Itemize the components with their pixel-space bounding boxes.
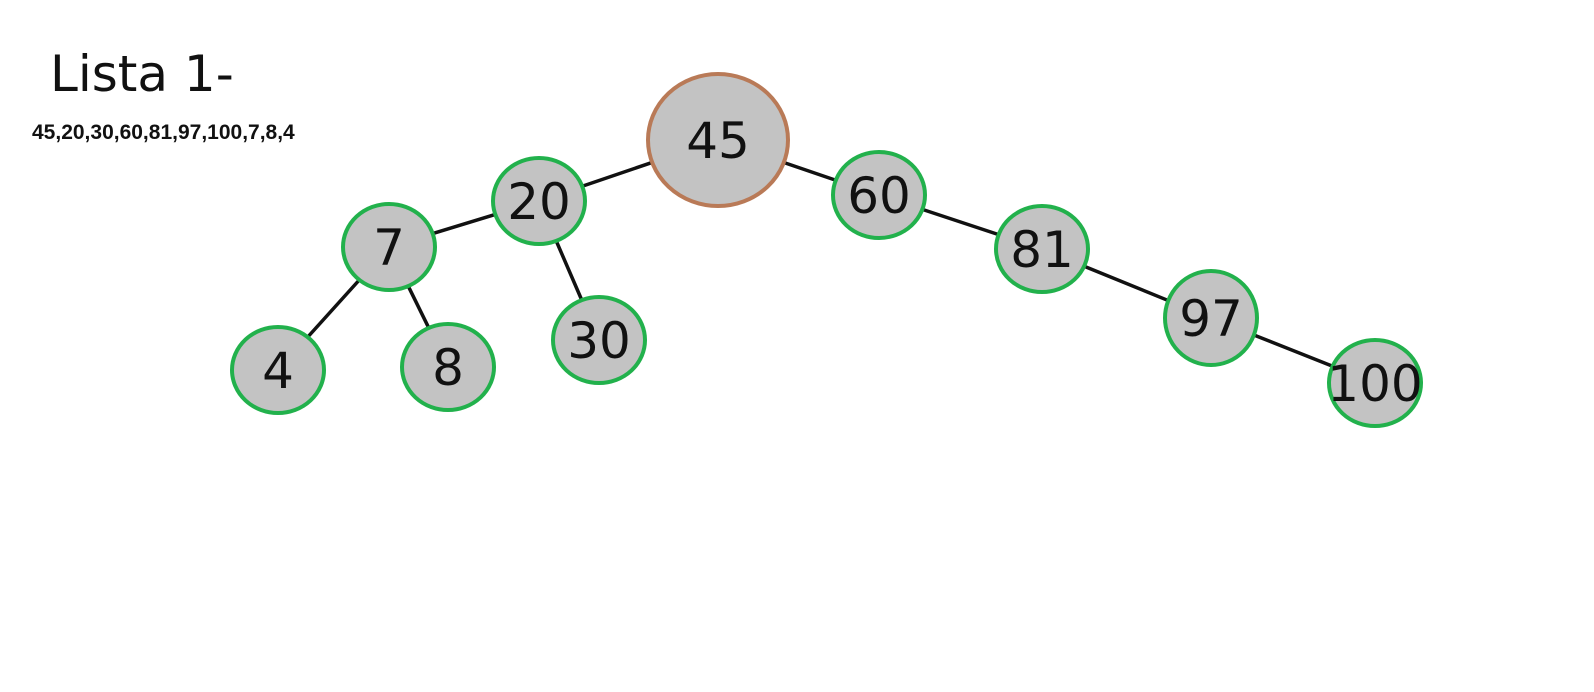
edge-45-20 [580, 160, 654, 189]
tree-node-60: 60 [831, 150, 927, 240]
edge-20-30 [554, 239, 584, 302]
tree-node-7: 7 [341, 202, 437, 292]
tree-node-100: 100 [1327, 338, 1423, 428]
node-label-4: 4 [262, 342, 294, 400]
tree-node-81: 81 [994, 204, 1090, 294]
tree-node-20: 20 [491, 156, 587, 246]
node-circle-81 [994, 204, 1090, 294]
edge-81-97 [1082, 264, 1171, 303]
edge-60-81 [920, 207, 1001, 237]
node-label-81: 81 [1010, 221, 1074, 279]
node-circle-60 [831, 150, 927, 240]
node-label-97: 97 [1179, 290, 1243, 348]
edge-97-100 [1252, 333, 1335, 368]
root-node-45: 45 [646, 72, 790, 208]
tree-node-4: 4 [230, 325, 326, 415]
edge-45-60 [782, 160, 838, 182]
tree-node-8: 8 [400, 322, 496, 412]
node-circle-100 [1327, 338, 1423, 428]
node-label-7: 7 [373, 219, 405, 277]
node-circle-97 [1163, 269, 1259, 367]
tree-nodes: 45 20 60 7 30 81 4 8 97 100 [230, 72, 1423, 428]
node-label-60: 60 [847, 167, 911, 225]
diagram-title: Lista 1- [50, 45, 234, 103]
node-label-30: 30 [567, 312, 631, 370]
node-circle-7 [341, 202, 437, 292]
edge-7-8 [406, 284, 431, 330]
node-label-20: 20 [507, 173, 571, 231]
tree-node-97: 97 [1163, 269, 1259, 367]
tree-edges [305, 160, 1335, 368]
node-label-8: 8 [432, 339, 464, 397]
node-circle-20 [491, 156, 587, 246]
node-circle-4 [230, 325, 326, 415]
node-label-45: 45 [686, 112, 750, 170]
edge-20-7 [430, 212, 498, 236]
node-circle-8 [400, 322, 496, 412]
node-circle-45 [646, 72, 790, 208]
edge-7-4 [305, 278, 362, 339]
node-label-100: 100 [1327, 355, 1422, 413]
tree-node-30: 30 [551, 295, 647, 385]
insertion-sequence: 45,20,30,60,81,97,100,7,8,4 [32, 121, 295, 144]
node-circle-30 [551, 295, 647, 385]
